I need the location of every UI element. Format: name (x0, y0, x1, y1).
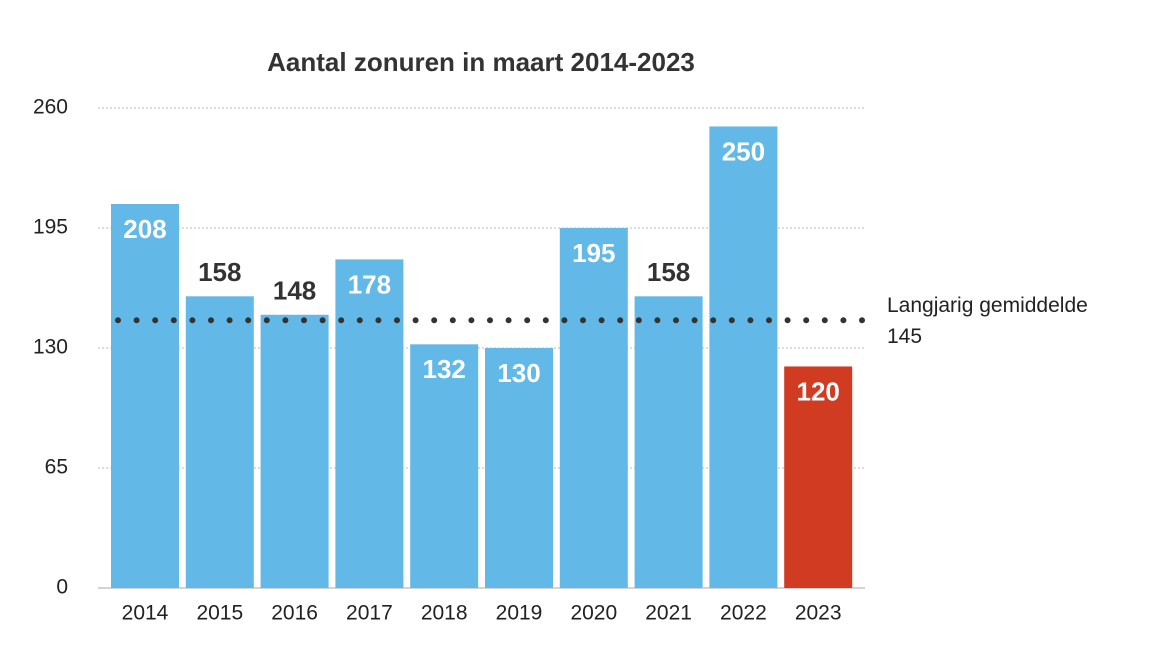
x-tick-label: 2020 (570, 602, 617, 625)
bar (559, 228, 628, 588)
x-tick-label: 2019 (496, 602, 543, 625)
x-tick-label: 2022 (720, 602, 767, 625)
bar (111, 204, 179, 588)
chart-title: Aantal zonuren in maart 2014-2023 (267, 47, 695, 77)
x-tick-label: 2021 (645, 602, 692, 625)
value-label: 148 (273, 276, 316, 306)
value-label: 158 (198, 257, 241, 287)
bar (185, 296, 254, 588)
x-tick-label: 2018 (421, 602, 468, 625)
bar (485, 348, 553, 588)
y-tick-label: 195 (33, 216, 68, 239)
bar (784, 366, 853, 588)
bar (410, 344, 479, 588)
value-label: 208 (123, 214, 166, 244)
x-tick-label: 2014 (122, 602, 169, 625)
bar (260, 314, 329, 588)
y-tick-label: 65 (45, 456, 68, 479)
value-label: 250 (722, 136, 765, 166)
x-tick-label: 2017 (346, 602, 393, 625)
y-tick-label: 260 (33, 96, 68, 119)
y-tick-label: 130 (33, 336, 68, 359)
bar (335, 259, 404, 588)
bar (709, 126, 778, 588)
reference-label: Langjarig gemiddelde (887, 294, 1088, 317)
bar (634, 296, 703, 588)
y-tick-label: 0 (56, 576, 68, 599)
value-label: 120 (797, 376, 840, 406)
value-label: 158 (647, 257, 690, 287)
value-label: 132 (423, 354, 466, 384)
value-label: 178 (348, 269, 391, 299)
x-tick-label: 2023 (795, 602, 842, 625)
x-tick-label: 2015 (196, 602, 243, 625)
x-tick-label: 2016 (271, 602, 318, 625)
value-label: 130 (497, 358, 540, 388)
value-label: 195 (572, 238, 615, 268)
reference-value: 145 (887, 325, 922, 348)
